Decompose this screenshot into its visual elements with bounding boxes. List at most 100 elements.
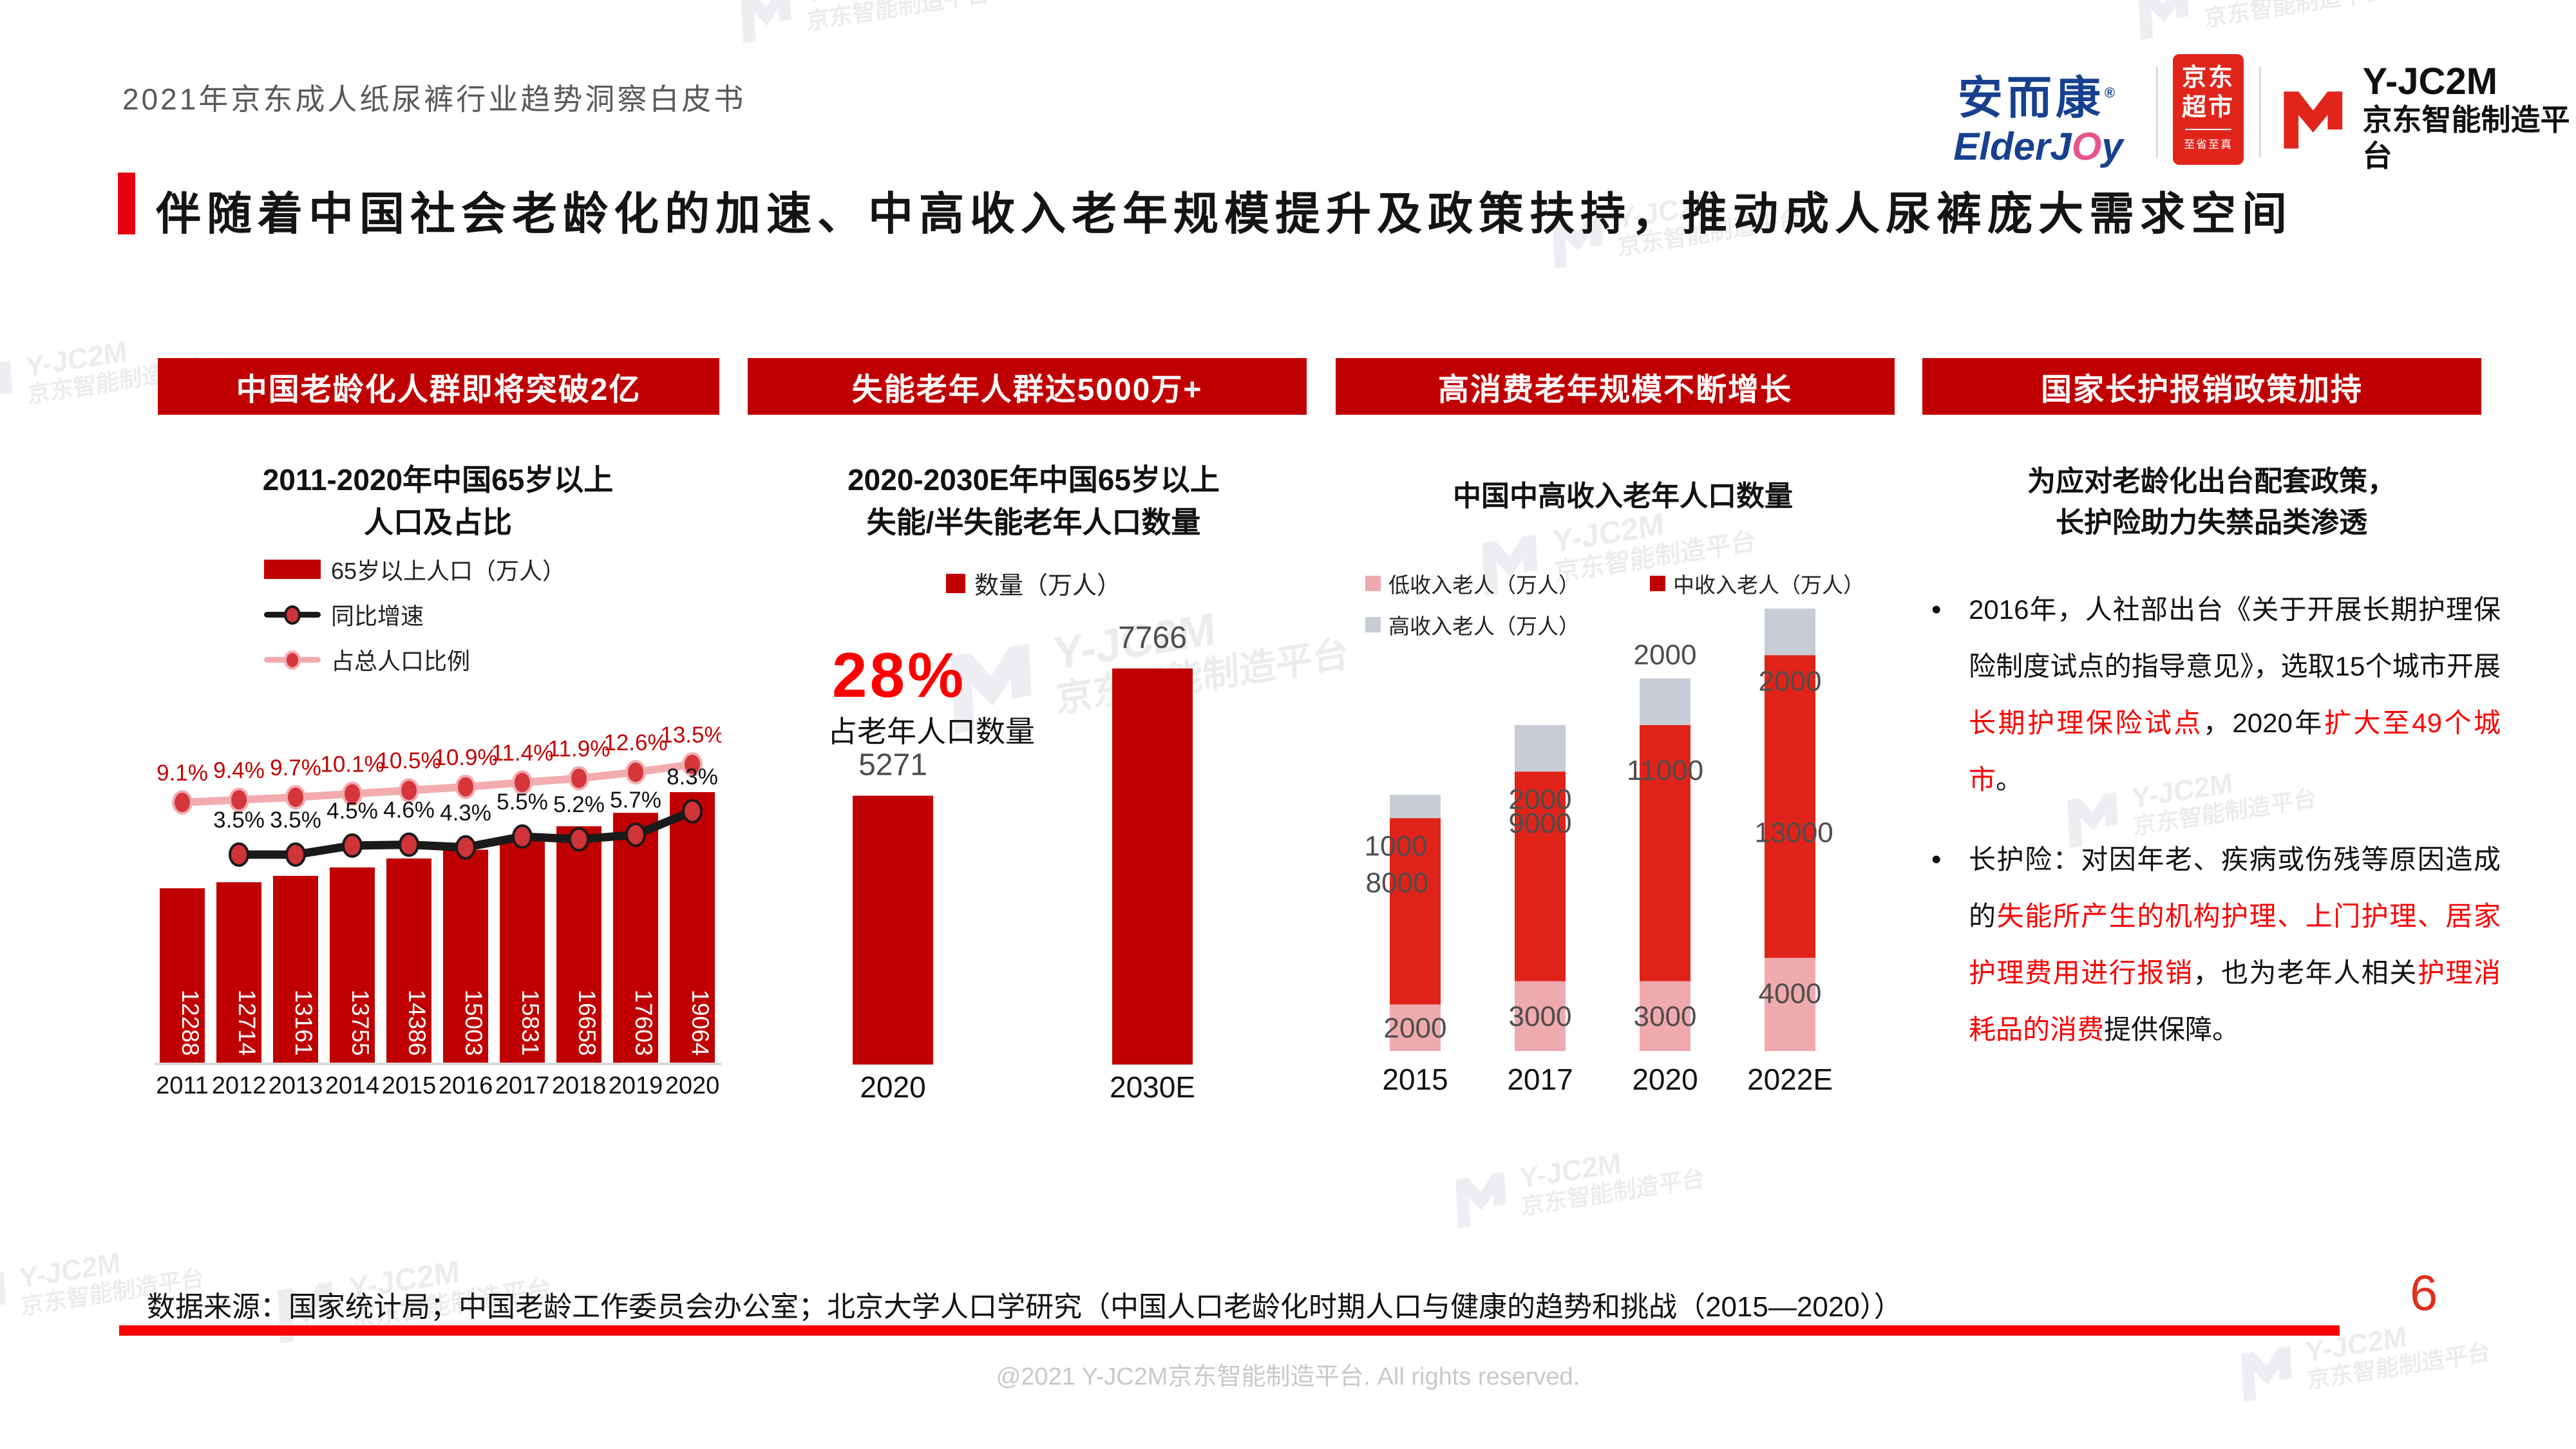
svg-text:4.5%: 4.5%: [327, 799, 378, 824]
svg-text:4000: 4000: [1759, 978, 1822, 1009]
data-source-note: 数据来源：国家统计局；中国老龄工作委员会办公室；北京大学人口学研究（中国人口老龄…: [147, 1291, 1902, 1323]
elderjoy-heart-icon: O: [2071, 125, 2102, 168]
svg-text:9.4%: 9.4%: [213, 758, 265, 783]
legend-item-growth: 同比增速: [264, 600, 565, 629]
svg-text:2018: 2018: [552, 1072, 607, 1099]
svg-text:1000: 1000: [1365, 830, 1428, 862]
elderjoy-en-label: ElderJOy: [1953, 125, 2123, 168]
policy-title: 为应对老龄化出台配套政策， 长护险助力失禁品类渗透: [2027, 466, 2396, 538]
svg-text:5.7%: 5.7%: [610, 788, 661, 813]
watermark: Y-JC2M京东智能制造平台: [734, 0, 990, 49]
svg-text:2000: 2000: [1759, 665, 1822, 697]
svg-text:13000: 13000: [1754, 817, 1833, 848]
callout-label: 占老年人口数量: [828, 715, 1035, 748]
policy-bullet: 2016年，人社部出台《关于开展长期护理保险制度试点的指导意见》，选取15个城市…: [1929, 582, 2501, 808]
legend-item-share: 占总人口比例: [264, 645, 565, 674]
svg-text:2017: 2017: [1507, 1063, 1573, 1095]
banner-high-consumption: 高消费老年规模不断增长: [1336, 358, 1895, 415]
yjc2m-logo: Y-JC2M 京东智能制造平台: [2277, 62, 2576, 174]
svg-text:3.5%: 3.5%: [270, 808, 321, 833]
watermark-m-icon: [741, 0, 791, 44]
svg-text:2022E: 2022E: [1747, 1063, 1833, 1095]
svg-text:3000: 3000: [1509, 1001, 1572, 1032]
jd-market-logo: 京东 超市 至省至真: [2173, 54, 2244, 165]
svg-text:2019: 2019: [609, 1072, 663, 1099]
svg-text:2020: 2020: [1632, 1063, 1698, 1095]
svg-text:2000: 2000: [1509, 784, 1572, 815]
svg-text:9000: 9000: [1509, 808, 1572, 839]
svg-text:5271: 5271: [858, 748, 927, 782]
svg-text:11.4%: 11.4%: [491, 741, 554, 766]
banner-disabled-elderly: 失能老年人群达5000万+: [748, 358, 1307, 415]
svg-text:14386: 14386: [404, 990, 430, 1056]
banner-aging-population: 中国老龄化人群即将突破2亿: [158, 358, 719, 415]
callout-percentage: 28%: [832, 639, 967, 710]
yjc2m-m-icon: [2284, 91, 2343, 149]
svg-text:2017: 2017: [495, 1072, 550, 1099]
svg-text:2020: 2020: [665, 1072, 720, 1099]
svg-text:13161: 13161: [290, 990, 317, 1056]
legend-item-low-income: 低收入老人（万人）: [1365, 568, 1580, 599]
chart2-title: 2020-2030E年中国65岁以上 失能/半失能老年人口数量: [848, 463, 1220, 539]
svg-text:3.5%: 3.5%: [213, 808, 265, 833]
svg-text:9.1%: 9.1%: [156, 761, 208, 786]
svg-text:3000: 3000: [1634, 1001, 1697, 1032]
svg-text:2020: 2020: [860, 1070, 925, 1104]
svg-text:10.1%: 10.1%: [320, 752, 384, 777]
svg-text:2012: 2012: [212, 1072, 267, 1099]
svg-text:13.5%: 13.5%: [660, 723, 721, 748]
svg-text:7766: 7766: [1118, 621, 1187, 655]
page-number: 6: [2410, 1264, 2438, 1321]
svg-text:2014: 2014: [325, 1072, 380, 1099]
svg-text:5.2%: 5.2%: [553, 792, 605, 817]
legend-item-high-income: 高收入老人（万人）: [1365, 609, 1580, 640]
swatch-icon: [1650, 576, 1665, 591]
svg-text:2000: 2000: [1634, 639, 1697, 670]
disabled-elderly-bar-chart: 5271 2020 7766 2030E: [853, 621, 1195, 1104]
svg-text:15003: 15003: [460, 990, 487, 1056]
line-marker-icon: [264, 650, 321, 670]
svg-text:12714: 12714: [234, 990, 260, 1056]
svg-text:11000: 11000: [1627, 755, 1703, 786]
logo-divider: [2156, 67, 2158, 157]
svg-text:8.3%: 8.3%: [667, 764, 718, 790]
page-title: 伴随着中国社会老龄化的加速、中高收入老年规模提升及政策扶持，推动成人尿裤庞大需求…: [156, 189, 2293, 239]
bar-swatch-icon: [945, 573, 965, 593]
svg-text:16658: 16658: [574, 990, 600, 1056]
legend-item-population: 65岁以上人口（万人）: [264, 555, 565, 584]
svg-text:5.5%: 5.5%: [497, 790, 548, 815]
chart3-title: 中国中高收入老年人口数量: [1453, 480, 1793, 512]
doc-title: 2021年京东成人纸尿裤行业趋势洞察白皮书: [122, 82, 746, 116]
population-combo-chart: 12288 2011 12714 2012 13161 2013 13755 2014 1438…: [155, 723, 721, 1099]
svg-text:19064: 19064: [687, 990, 714, 1056]
watermark-m-icon: [1455, 1171, 1506, 1229]
banner-policy-support: 国家长护报销政策加持: [1922, 358, 2481, 415]
svg-text:2011: 2011: [156, 1072, 209, 1099]
chart2-legend: 数量（万人）: [747, 565, 1320, 601]
copyright-note: @2021 Y-JC2M京东智能制造平台. All rights reserve…: [996, 1363, 1580, 1390]
svg-text:17603: 17603: [630, 990, 657, 1056]
svg-text:4.3%: 4.3%: [440, 800, 491, 826]
svg-text:10.9%: 10.9%: [433, 745, 497, 770]
line-marker-icon: [264, 605, 321, 625]
elderjoy-logo: 安而康® ElderJOy: [1926, 62, 2151, 169]
swatch-icon: [1365, 617, 1381, 632]
watermark-m-icon: [0, 1271, 6, 1329]
svg-text:12288: 12288: [177, 990, 204, 1056]
svg-text:2016: 2016: [439, 1072, 493, 1099]
policy-bullets: 2016年，人社部出台《关于开展长期护理保险制度试点的指导意见》，选取15个城市…: [1929, 582, 2501, 1081]
yjc2m-name: 京东智能制造平台: [2362, 103, 2570, 173]
svg-text:12.6%: 12.6%: [603, 730, 667, 755]
svg-text:2015: 2015: [1382, 1063, 1448, 1095]
swatch-icon: [1365, 576, 1381, 591]
svg-text:4.6%: 4.6%: [383, 798, 435, 823]
watermark-m-icon: [0, 360, 12, 417]
elderjoy-cn-label: 安而康®: [1957, 73, 2119, 123]
chart1-title: 2011-2020年中国65岁以上 人口及占比: [262, 463, 614, 539]
legend-item-mid-income: 中收入老人（万人）: [1650, 568, 1864, 599]
svg-text:9.7%: 9.7%: [270, 755, 321, 781]
watermark-m-icon: [2138, 0, 2189, 41]
watermark: Y-JC2M京东智能制造平台: [2132, 0, 2388, 46]
svg-text:15831: 15831: [517, 990, 544, 1056]
